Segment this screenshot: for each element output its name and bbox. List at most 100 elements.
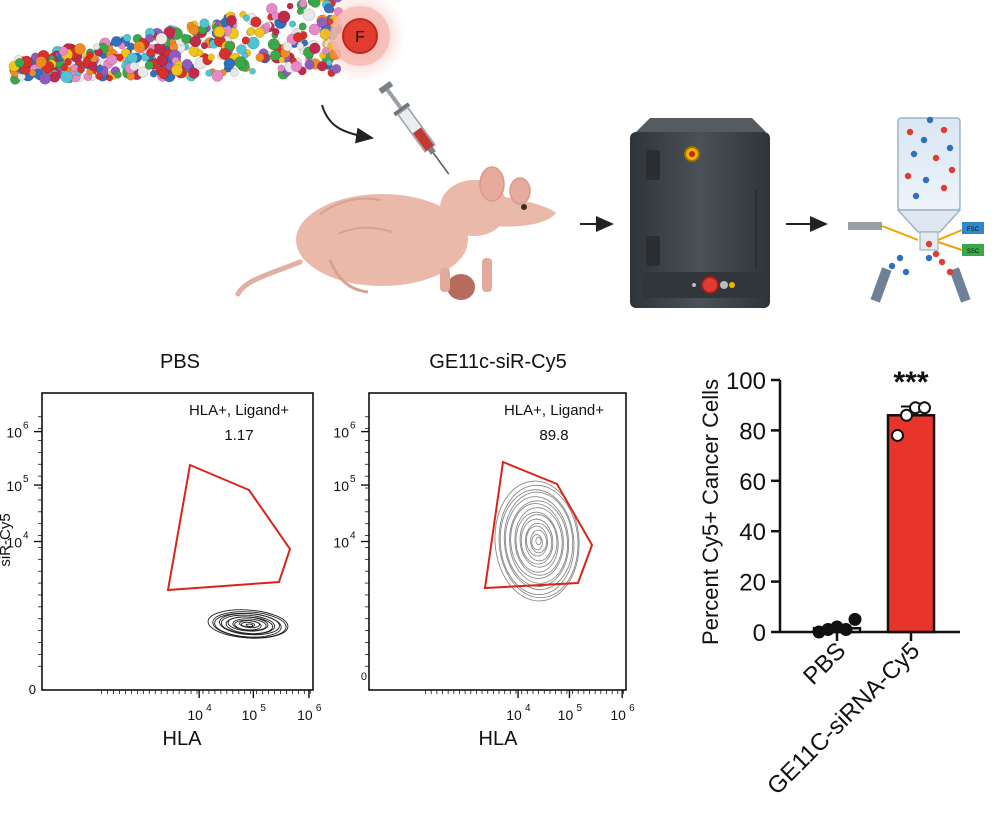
gate-label: HLA+, Ligand+ [504, 402, 604, 419]
molecule-atom [155, 32, 168, 45]
x-tick-exponent: 6 [316, 703, 322, 714]
molecule-atom [171, 64, 183, 77]
molecule-atom [74, 43, 86, 55]
y-tick-exponent: 5 [350, 474, 356, 485]
molecule-atom [145, 33, 154, 43]
cell-dot [910, 150, 918, 158]
contour-line [535, 536, 542, 546]
molecule-atom [205, 69, 213, 77]
molecule-atom [14, 57, 25, 68]
molecule-atom [234, 56, 247, 69]
data-point [900, 408, 913, 422]
flow-cell-icon: FSC SSC [848, 116, 984, 303]
contour-line [227, 616, 269, 632]
molecule-atom [39, 72, 52, 85]
flow-cytometer-icon [630, 118, 770, 308]
molecule-atom [211, 69, 224, 82]
x-tick-exponent: 6 [629, 703, 635, 714]
molecule-atom [158, 68, 169, 80]
y-tick-label: 10 [6, 425, 22, 441]
molecule-atom [229, 68, 239, 77]
molecule-atom [246, 27, 256, 36]
cell-dot [906, 128, 914, 136]
cell-dot [888, 262, 896, 270]
x-tick-label: 10 [506, 707, 522, 723]
curved-arrow-icon [321, 104, 374, 144]
x-tick-exponent: 5 [260, 703, 266, 714]
contour-line [220, 614, 276, 635]
cell-dot [932, 154, 940, 162]
molecule-atom [93, 43, 101, 51]
contour-line [531, 534, 543, 551]
contour-line [526, 525, 548, 557]
molecule-atom [272, 27, 280, 36]
molecule-atom [223, 57, 236, 70]
y-tick-label: 10 [333, 425, 349, 441]
y-tick-label: 60 [739, 469, 766, 496]
x-tick-exponent: 4 [206, 703, 212, 714]
cell-dot [920, 136, 928, 144]
contour-line [505, 496, 570, 587]
molecule-atom [181, 58, 193, 70]
molecule-atom [267, 38, 280, 51]
gate-label: HLA+, Ligand+ [189, 402, 289, 419]
cell-dot [940, 126, 948, 134]
y-tick-label: 100 [726, 368, 766, 395]
bar-chart: Percent Cy5+ Cancer Cells *** 0 20 40 60 80 1… [698, 366, 960, 800]
molecule-icon [8, 0, 344, 85]
data-point [839, 622, 853, 636]
x-axis-label: HLA [163, 728, 203, 750]
molecule-atom [226, 15, 237, 26]
ssc-label: SSC [967, 249, 980, 255]
x-tick-label: 10 [610, 707, 626, 723]
molecule-atom [60, 63, 69, 71]
flow-plot-right: GE11c-siR-Cy5 HLA+, Ligand+ 89.8 HLA 0 1… [333, 351, 635, 750]
gate-value: 1.17 [224, 427, 253, 444]
molecule-atom [154, 43, 166, 55]
y-tick-exponent: 6 [350, 421, 356, 432]
contour-line [494, 480, 580, 602]
y-tick-label: 80 [739, 418, 766, 445]
molecule-atom [96, 64, 103, 72]
molecule-atom [114, 70, 122, 79]
x-axis-label: HLA [479, 728, 519, 750]
molecule-atom [77, 65, 85, 74]
gate-polygon [483, 460, 594, 590]
contour-line [524, 522, 553, 562]
molecule-atom [286, 2, 294, 10]
molecule-atom [181, 34, 191, 44]
cell-dot [940, 184, 948, 192]
molecule-atom [277, 10, 291, 23]
molecule-atom [110, 36, 122, 47]
cell-dot [932, 250, 940, 258]
molecule-atom [95, 72, 103, 81]
y-tick-label: 0 [753, 620, 766, 647]
cell-dot [946, 144, 954, 152]
molecule-atom [254, 27, 265, 38]
molecule-atom [28, 69, 37, 77]
cell-dot [902, 268, 910, 276]
contour-line [510, 503, 564, 579]
contour-line [515, 511, 559, 573]
gate-polygon [166, 463, 292, 592]
x-tick-label: 10 [187, 707, 203, 723]
cell-dot [912, 192, 920, 200]
molecule-atom [282, 41, 293, 52]
molecule-atom [236, 44, 247, 55]
molecule-atom [189, 35, 202, 48]
y-tick-exponent: 4 [350, 531, 356, 542]
y-tick-label: 10 [6, 535, 22, 551]
molecule-atom [137, 66, 149, 78]
molecule-atom [304, 59, 315, 70]
molecule-atom [270, 49, 281, 61]
molecule-atom [213, 25, 226, 38]
molecule-atom [60, 70, 73, 84]
y-tick-label: 40 [739, 519, 766, 546]
molecule-atom [58, 46, 69, 56]
cell-dot [938, 258, 946, 266]
cell-dot [946, 268, 954, 276]
zero-label: 0 [361, 671, 367, 683]
molecule-atom [106, 54, 118, 66]
mouse-icon [235, 166, 556, 300]
contour-line [509, 500, 569, 584]
